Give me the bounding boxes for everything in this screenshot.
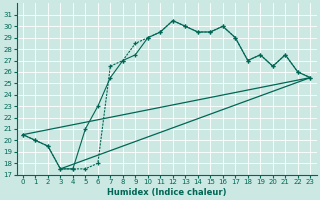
X-axis label: Humidex (Indice chaleur): Humidex (Indice chaleur)	[107, 188, 226, 197]
